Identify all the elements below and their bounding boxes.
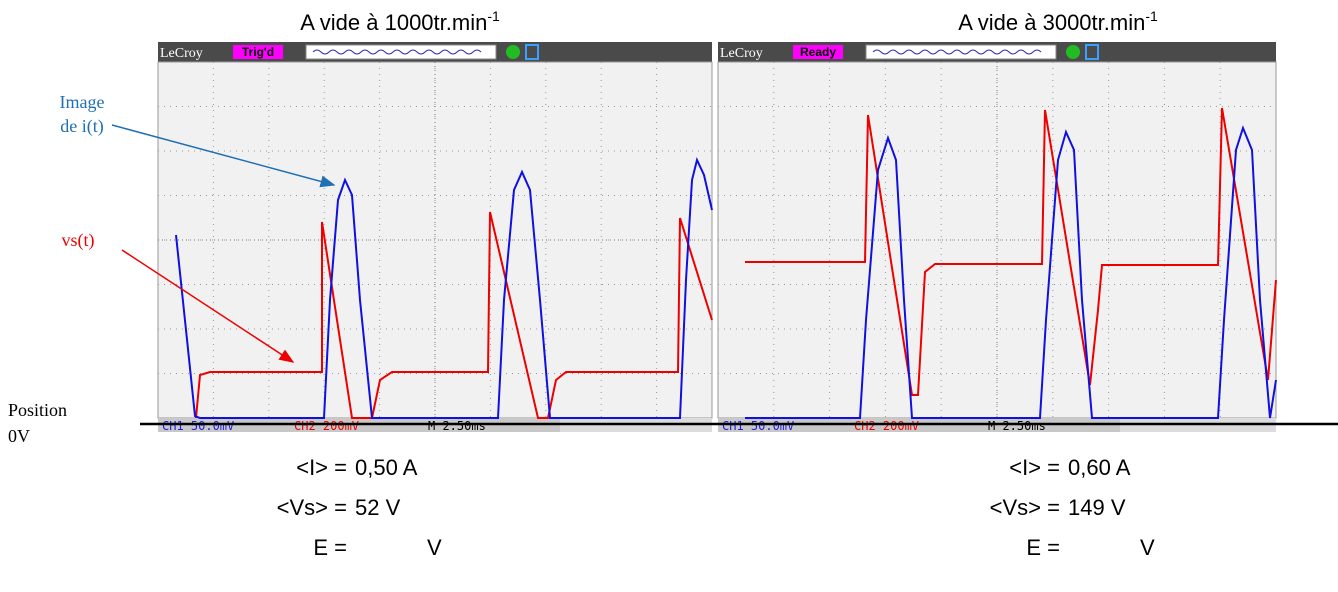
result-value: 0,60 A: [1068, 455, 1131, 480]
result-value: 0,50 A: [355, 455, 418, 480]
ch2-setting: CH2 200mV: [854, 419, 919, 433]
panel-title: A vide à 3000tr.min-1: [958, 8, 1158, 35]
page: LeCroy Trig'd CH1 50.0mV CH2 200mV M 2.50ms L…: [0, 0, 1338, 592]
panel-title: A vide à 1000tr.min-1: [300, 8, 500, 35]
icon-green: [1066, 45, 1080, 59]
title-text: A vide à 3000tr.min: [958, 10, 1145, 35]
scope-brand: LeCroy: [720, 46, 763, 61]
title-superscript: -1: [487, 8, 500, 24]
voltage-label: vs(t): [62, 230, 95, 251]
result-label: <Vs> =: [990, 495, 1060, 520]
result-value: V: [1140, 535, 1155, 560]
result-label: E =: [313, 535, 347, 560]
scope-status: Trig'd: [242, 45, 274, 59]
result-label: <I> =: [1009, 455, 1060, 480]
title-text: A vide à 1000tr.min: [300, 10, 487, 35]
result-label: <I> =: [296, 455, 347, 480]
result-value: V: [427, 535, 442, 560]
result-value: 52 V: [355, 495, 401, 520]
result-label: E =: [1026, 535, 1060, 560]
scope-brand: LeCroy: [160, 46, 203, 61]
ch2-setting: CH2 200mV: [294, 419, 359, 433]
result-label: <Vs> =: [277, 495, 347, 520]
ch1-setting: CH1 50.0mV: [162, 419, 234, 433]
ch1-setting: CH1 50.0mV: [722, 419, 794, 433]
icon-green: [506, 45, 520, 59]
title-superscript: -1: [1145, 8, 1158, 24]
scope-status: Ready: [800, 45, 836, 59]
timebase: M 2.50ms: [988, 419, 1046, 433]
timebase: M 2.50ms: [428, 419, 486, 433]
result-value: 149 V: [1068, 495, 1126, 520]
